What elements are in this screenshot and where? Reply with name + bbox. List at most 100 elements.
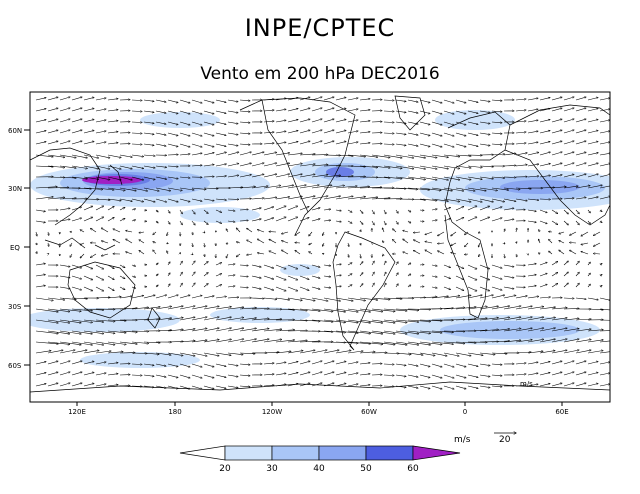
wind-vector — [479, 166, 493, 167]
wind-vector — [119, 341, 137, 344]
wind-vector — [419, 374, 430, 378]
wind-vector — [167, 318, 183, 321]
wind-vector — [95, 120, 106, 123]
wind-vector — [395, 154, 414, 158]
wind-vector — [443, 352, 459, 356]
wind-vector — [443, 198, 460, 202]
wind-vector — [131, 319, 149, 320]
wind-vector — [383, 261, 386, 266]
wind-vector — [119, 218, 125, 222]
wind-vector — [419, 352, 435, 356]
wind-vector — [263, 132, 274, 133]
wind-vector — [539, 199, 550, 200]
wind-vector — [83, 264, 93, 269]
wind-vector — [311, 350, 327, 354]
wind-vector — [527, 209, 536, 211]
wind-vector — [119, 176, 132, 180]
wind-vector — [35, 209, 45, 211]
wind-vector — [491, 295, 505, 299]
wind-vector — [95, 176, 110, 180]
wind-vector — [119, 198, 132, 201]
wind-vector — [443, 363, 454, 367]
wind-vector — [575, 186, 590, 189]
wind-vector — [438, 231, 445, 236]
wind-vector — [443, 176, 460, 180]
wind-vector — [251, 219, 261, 222]
wind-vector — [247, 240, 253, 244]
wind-vector — [131, 220, 136, 221]
wind-vector — [600, 274, 602, 276]
wind-vector — [71, 97, 82, 101]
wind-vector — [419, 110, 430, 114]
wind-vector — [71, 130, 82, 134]
wind-vector — [491, 176, 505, 178]
wind-vector — [383, 165, 402, 168]
wind-vector — [335, 275, 341, 276]
wind-vector — [83, 141, 94, 145]
wind-vector — [515, 328, 532, 332]
wind-vector — [438, 243, 445, 244]
wind-vector — [35, 220, 45, 222]
wind-vector — [587, 163, 598, 167]
wind-vector — [155, 110, 166, 113]
wind-vector — [275, 330, 295, 332]
wind-vector — [467, 206, 477, 211]
wind-vector — [311, 383, 322, 387]
wind-vector — [153, 250, 157, 255]
wind-vector — [455, 341, 476, 343]
wind-vector — [551, 350, 567, 354]
wind-vector — [479, 187, 497, 191]
wind-vector — [581, 231, 589, 236]
wind-vector — [107, 187, 125, 191]
wind-vector — [35, 154, 53, 157]
wind-vector — [215, 263, 222, 266]
wind-vector — [179, 329, 195, 332]
wind-vector — [587, 384, 598, 387]
wind-vector — [155, 198, 167, 202]
wind-vector — [383, 133, 394, 134]
wind-vector — [425, 231, 433, 235]
wind-vector — [539, 253, 541, 254]
wind-vector — [299, 372, 310, 376]
wind-vector — [287, 340, 307, 343]
wind-vector — [323, 265, 331, 266]
wind-vector — [311, 308, 333, 312]
wind-vector — [139, 240, 145, 244]
wind-vector — [143, 143, 154, 145]
wind-vector — [347, 341, 371, 344]
wind-vector — [323, 209, 331, 210]
wind-vector — [299, 383, 310, 387]
wind-vector — [227, 275, 235, 276]
wind-vector — [575, 372, 586, 376]
wind-vector — [35, 308, 58, 312]
wind-vector — [593, 231, 601, 236]
wind-vector — [407, 263, 411, 266]
wind-vector — [395, 209, 398, 213]
wind-vector — [107, 264, 114, 269]
wind-vector — [95, 198, 110, 200]
wind-vector — [563, 163, 574, 167]
wind-vector — [360, 253, 361, 258]
wind-vector — [335, 154, 353, 156]
wind-vector — [563, 119, 574, 123]
wind-vector — [191, 110, 202, 114]
wind-vector — [371, 341, 395, 345]
wind-vector — [59, 130, 70, 134]
wind-vector — [35, 131, 46, 134]
wind-vector — [431, 287, 437, 288]
wind-vector — [95, 142, 106, 145]
wind-vector — [563, 130, 574, 134]
wind-vector — [431, 352, 447, 356]
wind-vector — [407, 385, 418, 388]
wind-vector — [203, 110, 214, 114]
wind-vector — [491, 353, 507, 354]
wind-vector — [35, 166, 53, 167]
wind-vector — [383, 308, 407, 311]
wind-vector — [191, 187, 206, 189]
wind-vector — [395, 363, 406, 365]
wind-vector — [131, 122, 142, 123]
wind-vector — [478, 253, 480, 257]
wind-vector — [179, 352, 195, 356]
wind-vector — [515, 363, 526, 364]
wind-vector — [599, 340, 610, 343]
